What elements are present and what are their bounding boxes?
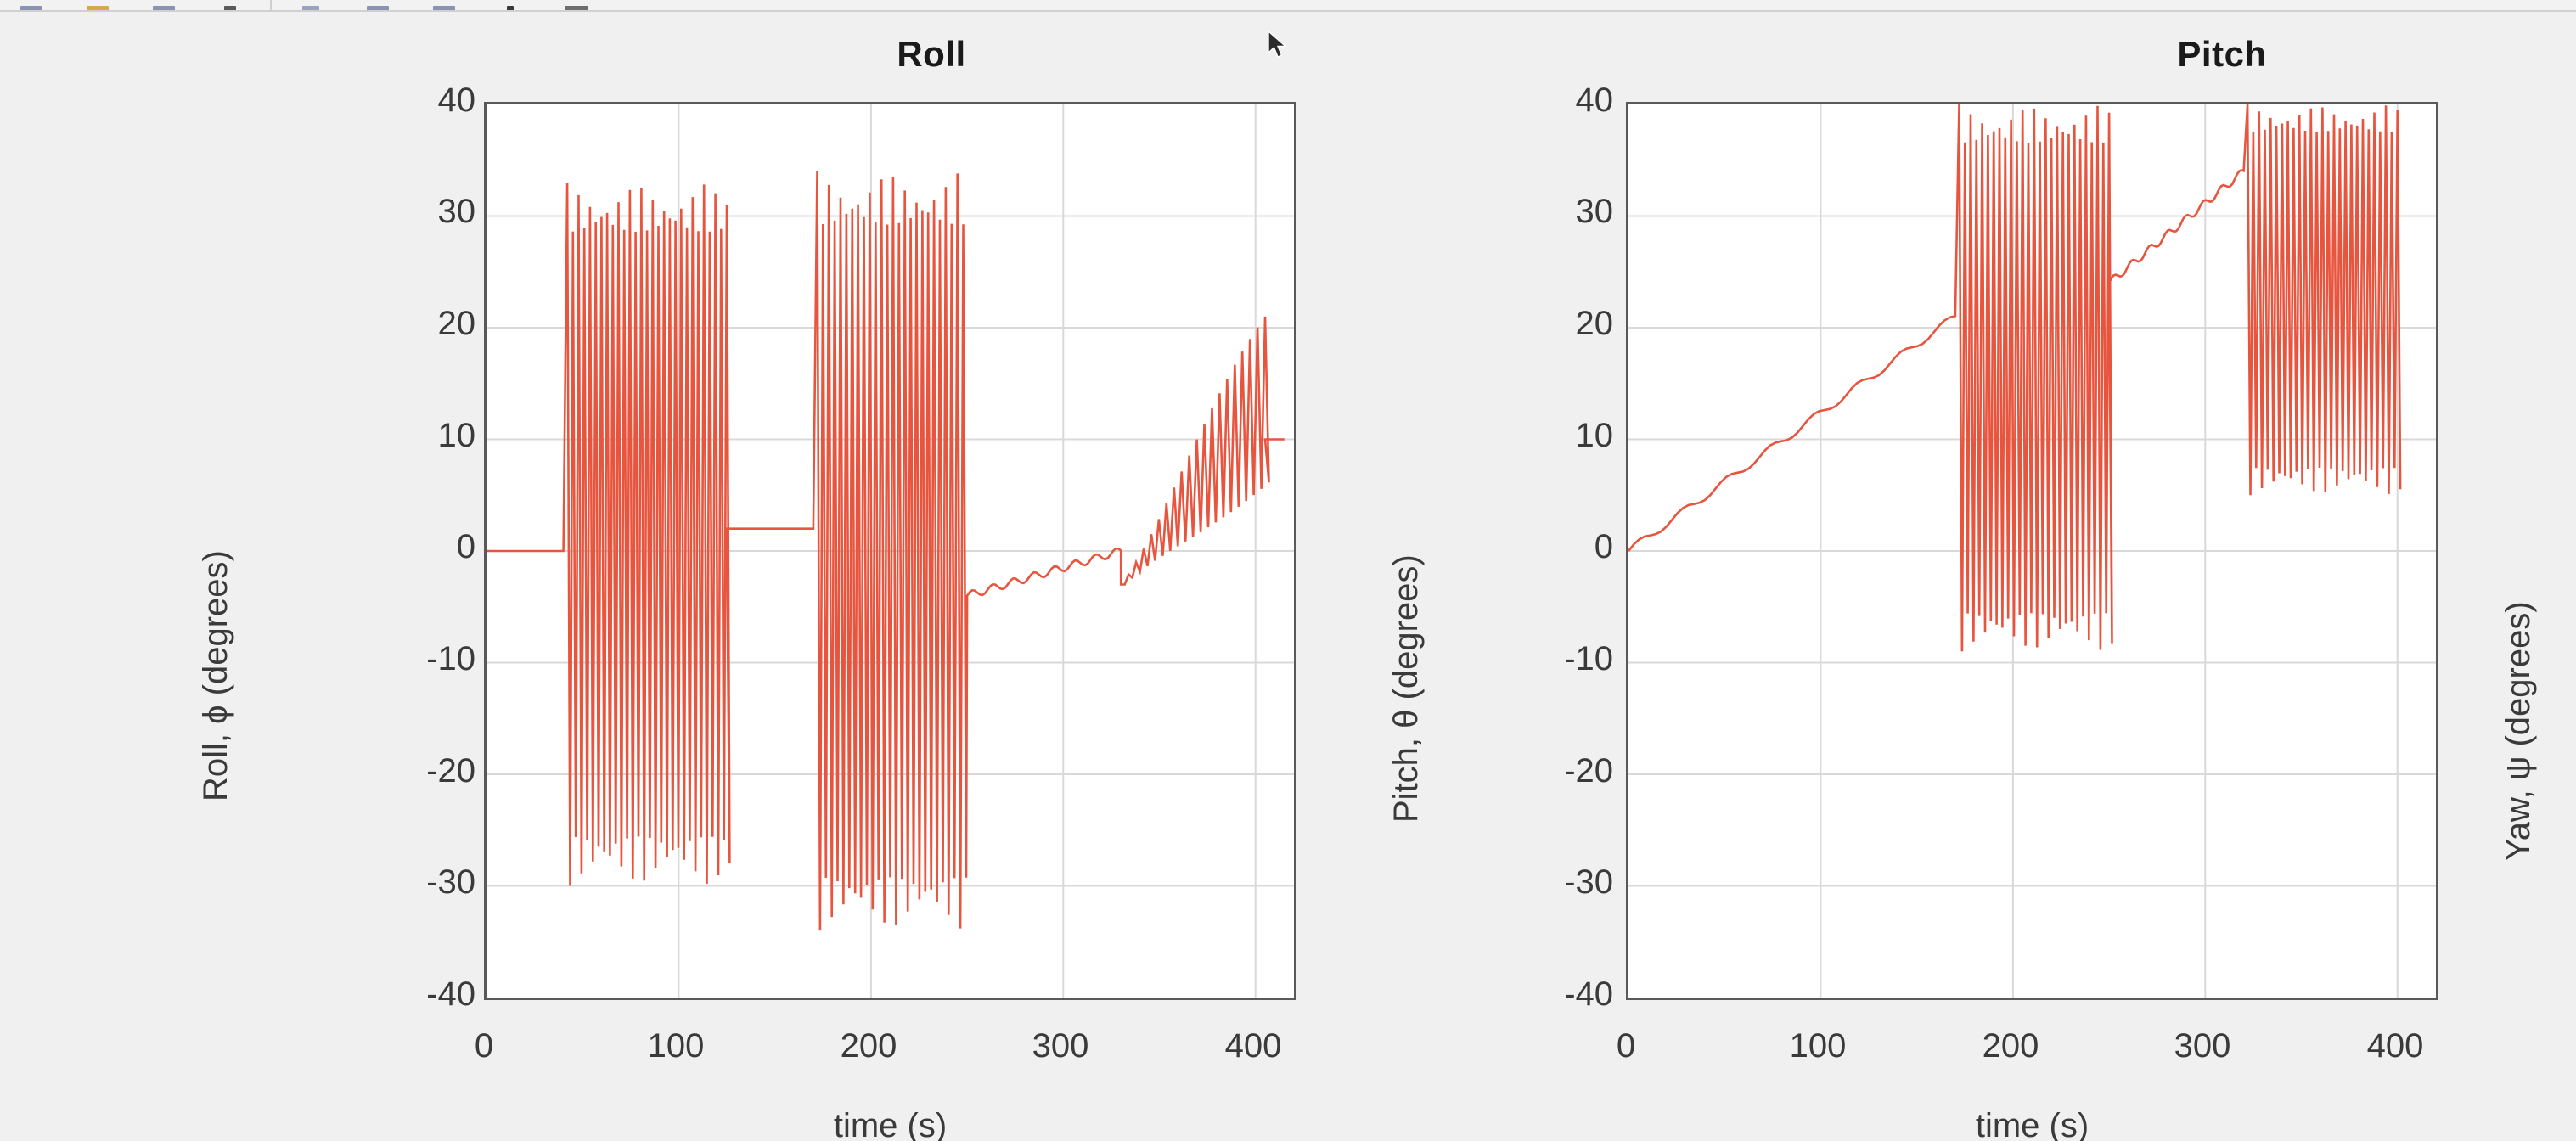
- pitch-ytick-30: 30: [1575, 193, 1614, 230]
- new-figure-icon[interactable]: [17, 0, 46, 12]
- roll-data-line: [487, 171, 1285, 931]
- pitch-ytick-40: 40: [1575, 82, 1614, 119]
- roll-y-axis-label: Roll, ϕ (degrees): [197, 550, 234, 801]
- yaw-ytick-30: 30: [2539, 160, 2576, 199]
- roll-ytick-10: 10: [437, 417, 476, 454]
- roll-ytick-30: 30: [437, 193, 476, 230]
- pitch-ytick-20: 20: [1575, 305, 1614, 342]
- subplot-pitch: Pitch Pitch, θ (degrees) 40 30 20 10 0 -…: [1061, 12, 2438, 1141]
- yaw-ytick-15: 15: [2539, 521, 2576, 559]
- pitch-xtick-0: 0: [1616, 1027, 1636, 1065]
- roll-plot-svg: [487, 104, 1294, 998]
- pitch-xtick-300: 300: [2174, 1027, 2231, 1065]
- toolbar-separator: [270, 0, 272, 12]
- roll-ytick-20: 20: [437, 305, 476, 342]
- pitch-plot-svg: [1628, 104, 2436, 998]
- insert-legend-icon[interactable]: [363, 0, 392, 12]
- yaw-ytick-25: 25: [2539, 281, 2576, 319]
- roll-ytick-0: 0: [456, 528, 475, 565]
- open-file-icon[interactable]: [83, 0, 112, 12]
- roll-xtick-100: 100: [647, 1027, 705, 1065]
- figure-canvas: Roll Roll, ϕ (degrees) 40 30 20 10 0 -10…: [0, 12, 2576, 1141]
- roll-xtick-200: 200: [840, 1027, 897, 1065]
- roll-ytick-m40: -40: [426, 975, 475, 1013]
- pitch-xtick-100: 100: [1789, 1027, 1847, 1065]
- roll-ytick-m20: -20: [426, 752, 475, 790]
- toolbar-divider: [0, 10, 2576, 12]
- roll-plot-area[interactable]: [484, 102, 1296, 1000]
- toolbar-icon-group: [0, 0, 611, 12]
- roll-xtick-300: 300: [1032, 1027, 1089, 1065]
- subplot-yaw: Yaw, ψ (degrees) 35 30 25 20 15 10 5 0 -…: [2437, 12, 2576, 1141]
- roll-ytick-40: 40: [437, 82, 476, 119]
- print-figure-icon[interactable]: [216, 0, 245, 12]
- pitch-ytick-m40: -40: [1564, 975, 1613, 1013]
- roll-x-axis-label: time (s): [833, 1107, 948, 1141]
- pitch-ytick-0: 0: [1594, 528, 1613, 565]
- pitch-x-axis-label: time (s): [1975, 1107, 2089, 1141]
- pitch-ytick-10: 10: [1575, 417, 1614, 454]
- figure-toolbar[interactable]: [0, 0, 2576, 12]
- pitch-xtick-400: 400: [2366, 1027, 2424, 1065]
- roll-xtick-400: 400: [1224, 1027, 1282, 1065]
- pitch-y-axis-label: Pitch, θ (degrees): [1387, 554, 1425, 823]
- link-plot-icon[interactable]: [297, 0, 326, 12]
- subplot-roll: Roll Roll, ϕ (degrees) 40 30 20 10 0 -10…: [0, 12, 1358, 1141]
- pitch-ytick-m30: -30: [1564, 863, 1613, 901]
- insert-colorbar-icon[interactable]: [430, 0, 458, 12]
- roll-xtick-0: 0: [474, 1027, 494, 1065]
- roll-ytick-m10: -10: [426, 640, 475, 677]
- yaw-ytick-m5: -5: [2530, 1002, 2576, 1040]
- data-cursor-icon[interactable]: [496, 0, 525, 12]
- yaw-ytick-0: 0: [2539, 881, 2576, 919]
- roll-chart-title: Roll: [897, 34, 966, 74]
- edit-plot-icon[interactable]: [562, 0, 591, 12]
- pitch-xtick-200: 200: [1982, 1027, 2039, 1065]
- pitch-ytick-m20: -20: [1564, 752, 1613, 790]
- save-figure-icon[interactable]: [149, 0, 178, 12]
- pitch-data-line: [1628, 104, 2402, 652]
- pitch-chart-title: Pitch: [2177, 34, 2267, 74]
- yaw-ytick-20: 20: [2539, 401, 2576, 439]
- yaw-ytick-5: 5: [2539, 762, 2576, 800]
- pitch-plot-area[interactable]: [1626, 102, 2438, 1000]
- yaw-y-axis-label: Yaw, ψ (degrees): [2500, 601, 2537, 861]
- roll-ytick-m30: -30: [426, 863, 475, 901]
- yaw-ytick-10: 10: [2539, 641, 2576, 679]
- yaw-ytick-35: 35: [2539, 41, 2576, 79]
- pitch-ytick-m10: -10: [1564, 640, 1613, 677]
